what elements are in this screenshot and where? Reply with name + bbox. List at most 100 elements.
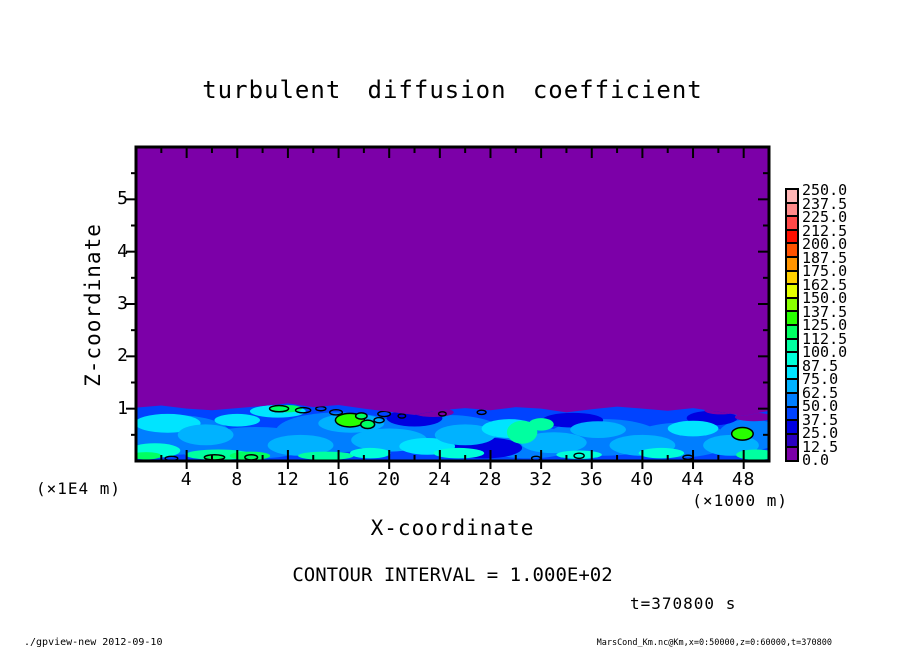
contour-100-patch — [203, 453, 226, 461]
colorbar-cell — [787, 446, 797, 460]
colorbar-tick-label: 150.0 — [802, 289, 848, 307]
turbulence-blob — [570, 421, 626, 438]
colorbar-cell — [787, 296, 797, 311]
contour-line — [476, 409, 487, 416]
turbulence-blob — [136, 443, 181, 458]
turbulence-blob — [481, 419, 538, 438]
plot-frame — [134, 145, 771, 463]
turbulence-blob — [528, 418, 554, 431]
plot-title: turbulent diffusion coefficient — [202, 76, 703, 104]
turbulence-blob — [686, 410, 738, 426]
turbulence-blob — [136, 452, 162, 460]
x-tick-label: 44 — [681, 469, 705, 490]
colorbar-cell — [787, 228, 797, 243]
contour-100-patch — [268, 404, 290, 413]
z-tick-label: 4 — [117, 240, 128, 262]
x-tick-label: 12 — [276, 469, 300, 490]
colorbar-cell — [787, 269, 797, 284]
colorbar — [785, 188, 799, 462]
turbulence-blob — [267, 434, 334, 456]
contour-line — [294, 406, 312, 414]
turbulence-blob — [629, 422, 732, 458]
turbulence-blob — [214, 413, 261, 427]
colorbar-cell — [787, 283, 797, 297]
colorbar-tick-label: 225.0 — [802, 208, 848, 226]
turbulence-blob — [477, 426, 580, 459]
colorbar-cell — [787, 310, 797, 324]
turbulence-blob — [542, 412, 604, 428]
turbulence-blob — [446, 437, 523, 459]
colorbar-cell — [787, 323, 797, 338]
x-tick-label: 16 — [326, 469, 351, 490]
colorbar-cell — [787, 432, 797, 447]
contour-line — [573, 452, 585, 460]
turbulence-blob — [434, 424, 496, 446]
x-tick-label: 4 — [180, 469, 193, 490]
contour-line — [397, 413, 407, 419]
colorbar-tick-label: 87.5 — [802, 356, 839, 375]
turbulence-blob — [506, 420, 538, 444]
x-tick-label: 48 — [731, 469, 756, 490]
z-tick-label: 1 — [117, 397, 128, 419]
contour-line — [437, 411, 447, 417]
colorbar-cell — [787, 405, 797, 420]
field-boundary-layer — [136, 403, 769, 461]
footer-command: ./gpview-new 2012-09-10 — [24, 637, 163, 648]
turbulence-blob — [609, 434, 676, 456]
colorbar-tick-label: 62.5 — [802, 383, 839, 402]
turbulence-blob — [556, 450, 602, 459]
turbulence-blob — [229, 451, 271, 460]
turbulence-blob — [718, 419, 769, 451]
turbulence-blob — [399, 437, 456, 455]
turbulence-blob — [703, 434, 759, 456]
colorbar-cell — [787, 364, 797, 379]
colorbar-tick-label: 187.5 — [802, 248, 848, 267]
x-tick-label: 24 — [427, 469, 452, 490]
x-axis-label: X-coordinate — [370, 516, 535, 540]
colorbar-tick-label: 237.5 — [802, 194, 848, 213]
turbulence-blob — [638, 447, 685, 459]
contour-line — [164, 455, 179, 461]
colorbar-tick-label: 0.0 — [802, 451, 830, 469]
colorbar-cell — [787, 419, 797, 433]
colorbar-cell — [787, 190, 797, 202]
x-tick-label: 40 — [630, 469, 655, 490]
colorbar-cell — [787, 391, 797, 406]
turbulence-blob — [136, 414, 231, 455]
z-tick-label: 5 — [117, 188, 128, 210]
colorbar-tick-label: 137.5 — [802, 302, 848, 321]
colorbar-tick-label: 175.0 — [802, 262, 848, 280]
contour-line — [373, 416, 385, 424]
colorbar-tick-label: 50.0 — [802, 397, 839, 415]
turbulence-blob — [386, 409, 443, 427]
z-axis-unit-note: (×1E4 m) — [36, 479, 122, 498]
turbulence-blob — [349, 447, 391, 459]
turbulence-blob — [433, 447, 485, 459]
turbulence-blob — [389, 414, 504, 450]
time-stamp: t=370800 s — [630, 594, 737, 613]
turbulence-blob — [704, 406, 738, 415]
turbulence-blob — [136, 413, 201, 433]
contour-line — [328, 409, 344, 416]
colorbar-tick-label: 212.5 — [802, 221, 848, 240]
turbulence-blob — [298, 451, 354, 460]
colorbar-cell — [787, 255, 797, 270]
turbulence-blob — [667, 420, 719, 437]
colorbar-tick-label: 37.5 — [802, 410, 839, 429]
x-tick-label: 28 — [478, 469, 503, 490]
turbulence-blob — [249, 405, 306, 418]
turbulence-blob — [273, 405, 302, 413]
contour-interval-note: CONTOUR INTERVAL = 1.000E+02 — [292, 564, 613, 586]
colorbar-cell — [787, 337, 797, 352]
colorbar-tick-label: 162.5 — [802, 275, 848, 294]
field-upper-region — [136, 147, 769, 461]
colorbar-tick-label: 200.0 — [802, 235, 848, 253]
colorbar-cell — [787, 201, 797, 216]
contour-line — [315, 405, 327, 412]
x-tick-label: 8 — [231, 469, 244, 490]
footer-dataset: MarsCond_Km.nc@Km,x=0:50000,z=0:60000,t=… — [596, 638, 832, 648]
colorbar-tick-label: 12.5 — [802, 437, 839, 456]
contour-100-patch — [730, 426, 754, 441]
turbulence-blob — [734, 412, 769, 422]
